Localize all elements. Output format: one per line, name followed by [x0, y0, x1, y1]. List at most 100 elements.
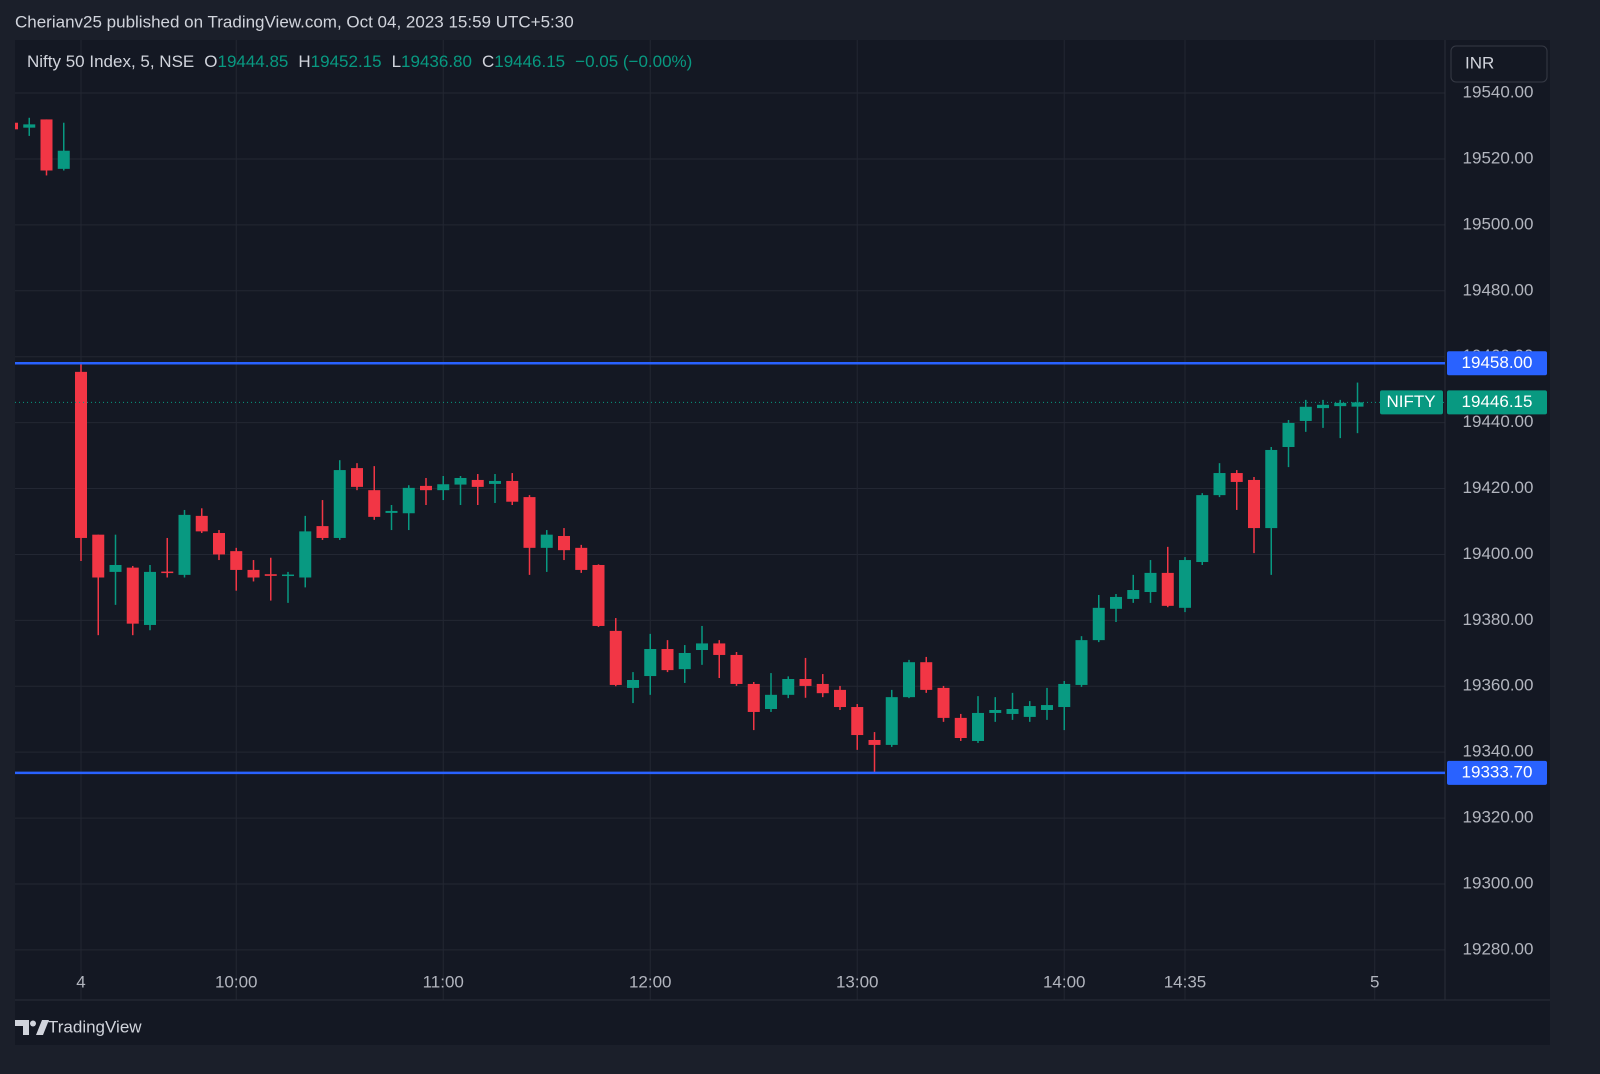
candle-body [489, 480, 502, 484]
candle-body [506, 480, 519, 502]
y-tick-label: 19360.00 [1463, 676, 1534, 695]
candle-body [1110, 596, 1123, 609]
legend-value: 19446.15 [494, 52, 565, 71]
candle-body [834, 689, 847, 708]
legend-title: Nifty 50 Index, 5, NSE [27, 52, 194, 71]
price-label-box [1447, 351, 1547, 376]
candle-body [747, 683, 760, 712]
candle-body [454, 477, 467, 485]
candle-body [903, 662, 916, 698]
candle-body [178, 514, 191, 575]
candle-body [661, 649, 674, 671]
candle-body [1196, 495, 1209, 563]
currency[interactable]: INR [1465, 53, 1494, 72]
legend-change: −0.05 (−0.00%) [575, 52, 692, 71]
candle-body [333, 470, 346, 538]
candle-body [920, 662, 933, 690]
candle-body [799, 679, 812, 686]
candle-body [126, 567, 139, 624]
candle-body [627, 680, 640, 688]
legend: Nifty 50 Index, 5, NSE O19444.85 H19452.15… [27, 52, 692, 71]
candle-body [540, 534, 553, 548]
candle-body [230, 551, 243, 570]
candle-body [109, 564, 122, 572]
price-label: 19333.70 [1462, 762, 1533, 781]
currency-box[interactable] [1450, 45, 1548, 83]
y-tick-label: 19280.00 [1463, 939, 1534, 958]
candle-body [282, 574, 295, 577]
candle-body [402, 487, 415, 514]
candle-body [195, 515, 208, 532]
x-tick-label: 14:00 [1043, 972, 1086, 991]
candle-body [1351, 402, 1364, 407]
y-tick-label: 19520.00 [1463, 148, 1534, 167]
candle-body [316, 526, 329, 538]
candle-body [1092, 607, 1105, 641]
candle-body [1161, 572, 1174, 606]
header: Cherianv25 published on TradingView.com,… [15, 12, 574, 31]
candle-body [23, 124, 36, 128]
candle-body [1127, 590, 1140, 599]
candle-body [264, 574, 277, 576]
y-tick-label: 19420.00 [1463, 478, 1534, 497]
candle-body [351, 468, 364, 487]
legend-key: H [298, 52, 310, 71]
candle-body [212, 533, 225, 555]
candle-body [1179, 560, 1192, 608]
candle-body [40, 119, 53, 171]
candle-body [92, 534, 105, 578]
candle-body [558, 535, 571, 551]
candle-body [851, 707, 864, 736]
x-tick-label: 11:00 [423, 972, 464, 991]
legend-value: 19452.15 [311, 52, 382, 71]
x-tick-label: 13:00 [836, 972, 879, 991]
candle-body [1299, 406, 1312, 421]
candle-body [1248, 479, 1261, 529]
x-tick-label: 4 [76, 972, 85, 991]
candle-body [609, 630, 622, 685]
x-tick-label: 10:00 [215, 972, 258, 991]
candle-body [1317, 404, 1330, 409]
candle-body [592, 564, 605, 626]
candle-body [247, 569, 260, 578]
candle-body [15, 122, 18, 130]
y-tick-label: 19400.00 [1463, 544, 1534, 563]
y-tick-label: 19500.00 [1463, 214, 1534, 233]
candle-body [765, 694, 778, 710]
candle-body [74, 371, 87, 538]
last-price: 19446.15 [1462, 392, 1533, 411]
candle-body [575, 547, 588, 570]
last-name-box [1380, 390, 1443, 415]
last-price-box [1447, 390, 1547, 415]
y-tick-label: 19320.00 [1463, 808, 1534, 827]
brand-logo [15, 1020, 49, 1035]
legend-value: 19436.80 [401, 52, 472, 71]
candle-body [972, 712, 985, 741]
candle-body [471, 479, 484, 487]
overlay: 19280.00 19300.00 19320.00 19340.00 19360.00… [15, 83, 1547, 991]
candle-body [1075, 640, 1088, 685]
legend-key: L [392, 52, 401, 71]
x-tick-label: 5 [1370, 972, 1379, 991]
candle-body [1041, 705, 1054, 710]
candles [15, 117, 1364, 773]
legend-value: 19444.85 [217, 52, 288, 71]
candle-body [437, 484, 450, 491]
candle-body [1334, 402, 1347, 407]
candle-body [1230, 473, 1243, 482]
y-tick-label: 19380.00 [1463, 610, 1534, 629]
plot-area [15, 40, 1550, 1045]
legend-key: C [482, 52, 494, 71]
candle-body [368, 490, 381, 517]
candle-body [299, 531, 312, 578]
y-tick-label: 19480.00 [1463, 280, 1534, 299]
candle-body [1213, 473, 1226, 496]
y-tick-label: 19300.00 [1463, 873, 1534, 892]
candle-body [1144, 572, 1157, 593]
candle-body [1265, 449, 1278, 529]
legend-key: O [204, 52, 217, 71]
candle-body [1023, 706, 1036, 717]
candle-body [816, 683, 829, 694]
